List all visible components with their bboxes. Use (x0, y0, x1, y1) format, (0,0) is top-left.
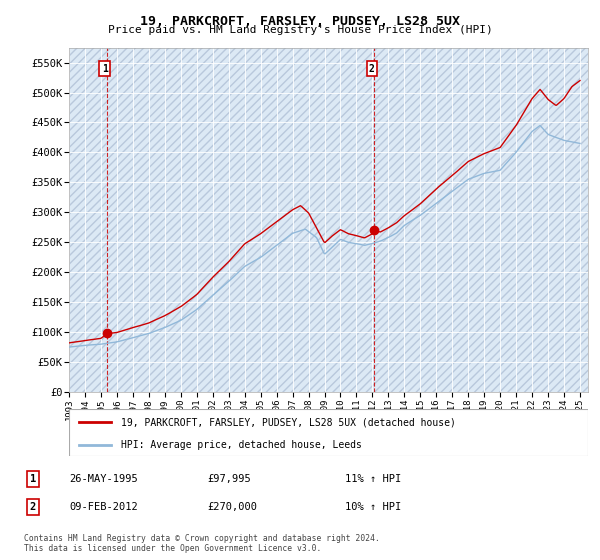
Text: 11% ↑ HPI: 11% ↑ HPI (345, 474, 401, 484)
Text: Price paid vs. HM Land Registry's House Price Index (HPI): Price paid vs. HM Land Registry's House … (107, 25, 493, 35)
Text: HPI: Average price, detached house, Leeds: HPI: Average price, detached house, Leed… (121, 440, 362, 450)
Text: 2: 2 (30, 502, 36, 512)
Text: 1: 1 (102, 64, 108, 73)
Text: 19, PARKCROFT, FARSLEY, PUDSEY, LS28 5UX (detached house): 19, PARKCROFT, FARSLEY, PUDSEY, LS28 5UX… (121, 417, 456, 427)
Text: 1: 1 (30, 474, 36, 484)
Text: Contains HM Land Registry data © Crown copyright and database right 2024.
This d: Contains HM Land Registry data © Crown c… (24, 534, 380, 553)
Text: £270,000: £270,000 (207, 502, 257, 512)
Text: 10% ↑ HPI: 10% ↑ HPI (345, 502, 401, 512)
Text: 26-MAY-1995: 26-MAY-1995 (69, 474, 138, 484)
Text: 09-FEB-2012: 09-FEB-2012 (69, 502, 138, 512)
Text: 19, PARKCROFT, FARSLEY, PUDSEY, LS28 5UX: 19, PARKCROFT, FARSLEY, PUDSEY, LS28 5UX (140, 15, 460, 27)
Text: £97,995: £97,995 (207, 474, 251, 484)
Text: 2: 2 (369, 64, 375, 73)
